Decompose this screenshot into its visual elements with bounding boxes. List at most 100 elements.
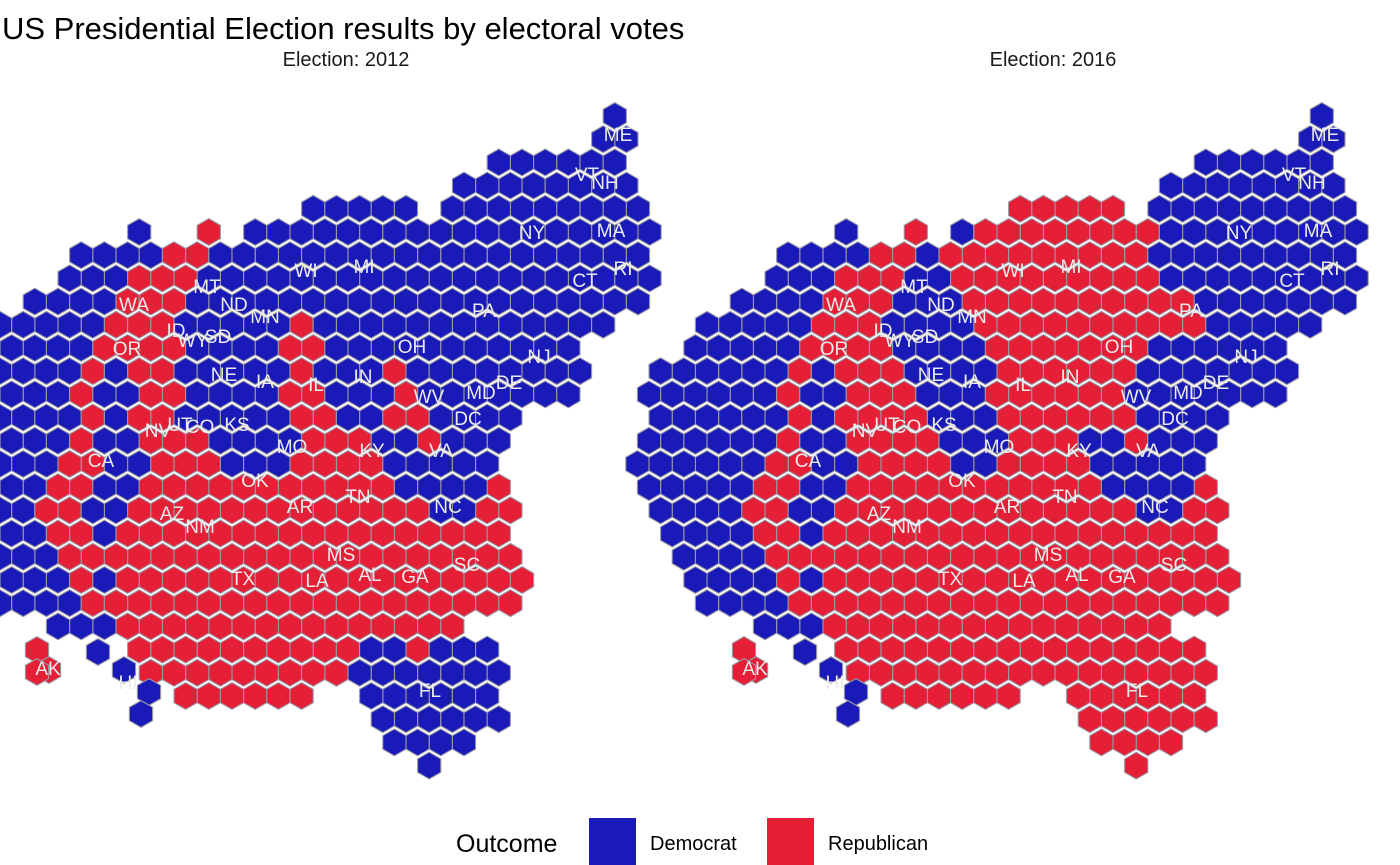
hex-nv-2016-4	[741, 403, 766, 432]
hex-va-2016-1	[1158, 449, 1184, 479]
hex-ca-2016-27	[660, 426, 685, 455]
state-label-ny-2012: NY	[519, 223, 546, 244]
hex-ms-2016-2	[961, 519, 986, 548]
hex-wa-2012-11	[127, 217, 152, 247]
hex-md-2016-7	[1124, 380, 1149, 409]
hex-nc-2012-8	[486, 473, 511, 502]
hex-ca-2016-45	[718, 589, 743, 618]
hex-tx-2012-17	[185, 658, 210, 687]
hex-ri-2012-2	[602, 287, 627, 316]
hex-pa-2016-6	[1124, 287, 1149, 316]
hex-nc-2016-3	[1170, 519, 1195, 548]
hex-ny-2016-3	[1251, 217, 1276, 247]
hex-ca-2016-51	[625, 449, 650, 479]
hex-il-2012-16	[243, 449, 268, 479]
state-label-dc-2012: DC	[454, 409, 481, 430]
hex-wa-2016-0	[799, 287, 824, 316]
hex-az-2016-10	[741, 496, 766, 525]
hex-in-2016-1	[1019, 403, 1044, 432]
hex-vt-2012-1	[544, 171, 569, 200]
hex-ny-2012-4	[533, 241, 558, 270]
hex-az-2016-9	[787, 589, 812, 618]
hex-nj-2016-8	[1251, 310, 1276, 339]
hex-dc-2016-1	[1182, 403, 1207, 432]
hex-ga-2016-13	[1054, 519, 1079, 548]
hex-al-2016-2	[1019, 589, 1044, 618]
hex-or-2012-6	[22, 287, 47, 316]
hex-mi-2012-9	[347, 194, 372, 223]
hex-ca-2012-41	[11, 310, 36, 339]
hex-layer-2016	[625, 101, 1369, 780]
hex-mi-2012-10	[301, 287, 326, 316]
hex-co-2012-4	[103, 449, 129, 479]
hex-mt-2012-0	[150, 264, 175, 293]
hex-pa-2012-17	[393, 241, 419, 270]
hex-nd-2012-1	[161, 287, 187, 316]
hex-ca-2016-37	[671, 357, 696, 386]
hex-mi-2016-4	[1042, 217, 1068, 247]
hex-ca-2012-14	[0, 519, 24, 548]
hex-az-2012-9	[80, 589, 105, 618]
hex-al-2016-8	[1042, 635, 1068, 664]
hex-tx-2012-1	[208, 612, 233, 641]
hex-fl-2012-6	[451, 681, 477, 711]
hex-ny-2012-6	[533, 194, 558, 223]
hex-nj-2012-10	[486, 333, 511, 363]
hex-il-2012-4	[254, 333, 279, 363]
state-label-ms-2012: MS	[327, 545, 356, 566]
hex-ct-2016-3	[1251, 264, 1276, 293]
hex-in-2016-5	[1031, 426, 1056, 455]
hex-de-2016-2	[1205, 403, 1230, 432]
hex-mi-2012-4	[335, 217, 361, 247]
hex-sc-2012-7	[509, 565, 535, 595]
hex-mn-2012-5	[185, 287, 210, 316]
state-label-nh-2016: NH	[1298, 173, 1325, 194]
hex-fl-2012-23	[475, 635, 500, 664]
hex-co-2016-2	[822, 380, 847, 409]
hex-va-2012-8	[463, 473, 488, 502]
hex-md-2016-5	[1135, 403, 1160, 432]
hex-ca-2016-38	[648, 403, 673, 432]
hex-nc-2016-13	[1077, 519, 1102, 548]
hex-in-2016-6	[996, 403, 1021, 432]
hex-tx-2012-23	[161, 658, 187, 687]
hex-il-2016-15	[915, 380, 940, 409]
hex-nj-2012-8	[544, 310, 569, 339]
hex-ca-2016-20	[752, 565, 778, 595]
hex-wa-2012-7	[92, 241, 117, 270]
hex-tx-2012-18	[277, 658, 303, 687]
state-label-ks-2012: KS	[224, 415, 249, 436]
hex-mi-2012-6	[382, 217, 407, 247]
hex-ny-2016-17	[1182, 264, 1207, 293]
hex-ny-2012-20	[509, 287, 535, 316]
hex-ms-2012-1	[266, 542, 291, 571]
hex-wv-2012-0	[405, 403, 430, 432]
hex-co-2016-8	[810, 357, 836, 386]
hex-tx-2012-15	[254, 658, 279, 687]
hex-ok-2016-5	[892, 565, 917, 595]
hex-nm-2012-1	[92, 519, 117, 548]
hex-ma-2012-5	[567, 217, 593, 247]
hex-nv-2016-3	[764, 357, 789, 386]
hex-mi-2016-11	[1077, 194, 1102, 223]
hex-ca-2016-29	[694, 542, 720, 571]
hex-il-2016-8	[961, 426, 986, 455]
hex-wi-2012-5	[254, 287, 279, 316]
hex-ma-2012-3	[602, 194, 627, 223]
hex-ca-2016-28	[660, 473, 685, 502]
hex-tx-2012-0	[196, 589, 221, 618]
hex-ma-2012-6	[625, 241, 651, 270]
hex-or-2016-6	[729, 287, 754, 316]
hex-tn-2016-6	[996, 449, 1021, 479]
hex-oh-2016-0	[1077, 333, 1102, 363]
hex-md-2016-8	[1147, 333, 1172, 363]
hex-pa-2016-14	[1089, 310, 1114, 339]
hex-pa-2016-10	[1100, 287, 1126, 316]
hex-fl-2016-22	[1089, 728, 1114, 757]
hex-il-2012-13	[219, 403, 245, 432]
hex-in-2016-7	[984, 380, 1010, 409]
hex-ms-2016-4	[973, 589, 998, 618]
state-label-mt-2012: MT	[193, 277, 221, 298]
hex-il-2016-16	[950, 449, 975, 479]
